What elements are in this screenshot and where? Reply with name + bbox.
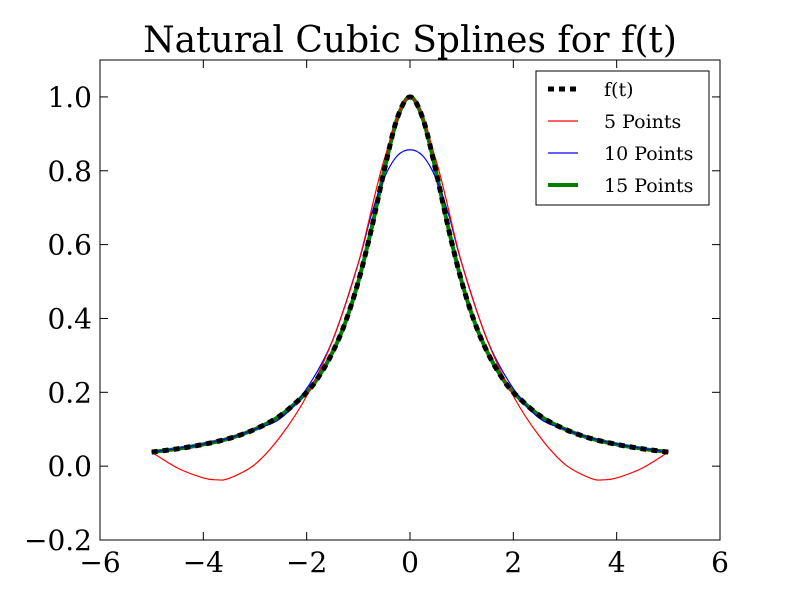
- y-axis-ticks: −0.2 0.0 0.2 0.4 0.6 0.8 1.0: [24, 81, 720, 557]
- x-tick-label: 4: [608, 546, 626, 579]
- chart-title: Natural Cubic Splines for f(t): [143, 20, 677, 61]
- legend-items: f(t) 5 Points 10 Points 15 Points: [548, 79, 693, 197]
- y-tick-label: 0.0: [47, 450, 92, 483]
- legend-box: [535, 70, 710, 206]
- x-tick-label: 6: [711, 546, 729, 579]
- x-tick-label: 0: [401, 546, 419, 579]
- series-line-0: [151, 94, 669, 455]
- legend-label-3: 15 Points: [604, 175, 693, 197]
- legend-label-2: 10 Points: [604, 143, 693, 165]
- series-layer: [151, 94, 669, 481]
- legend-label-1: 5 Points: [604, 111, 681, 133]
- y-tick-label: 0.8: [47, 155, 92, 188]
- y-tick-label: 1.0: [47, 81, 92, 114]
- x-tick-label: −6: [79, 546, 120, 579]
- x-tick-label: 2: [504, 546, 522, 579]
- x-axis-ticks: −6 −4 −2 0 2 4 6: [79, 60, 729, 579]
- y-tick-label: 0.6: [47, 229, 92, 262]
- legend: f(t) 5 Points 10 Points 15 Points: [535, 70, 710, 206]
- y-tick-label: −0.2: [24, 524, 92, 557]
- series-line-2: [151, 149, 669, 453]
- x-tick-label: −2: [286, 546, 327, 579]
- y-tick-label: 0.4: [47, 302, 92, 335]
- x-tick-label: −4: [183, 546, 224, 579]
- y-tick-label: 0.2: [47, 376, 92, 409]
- legend-label-0: f(t): [604, 79, 634, 101]
